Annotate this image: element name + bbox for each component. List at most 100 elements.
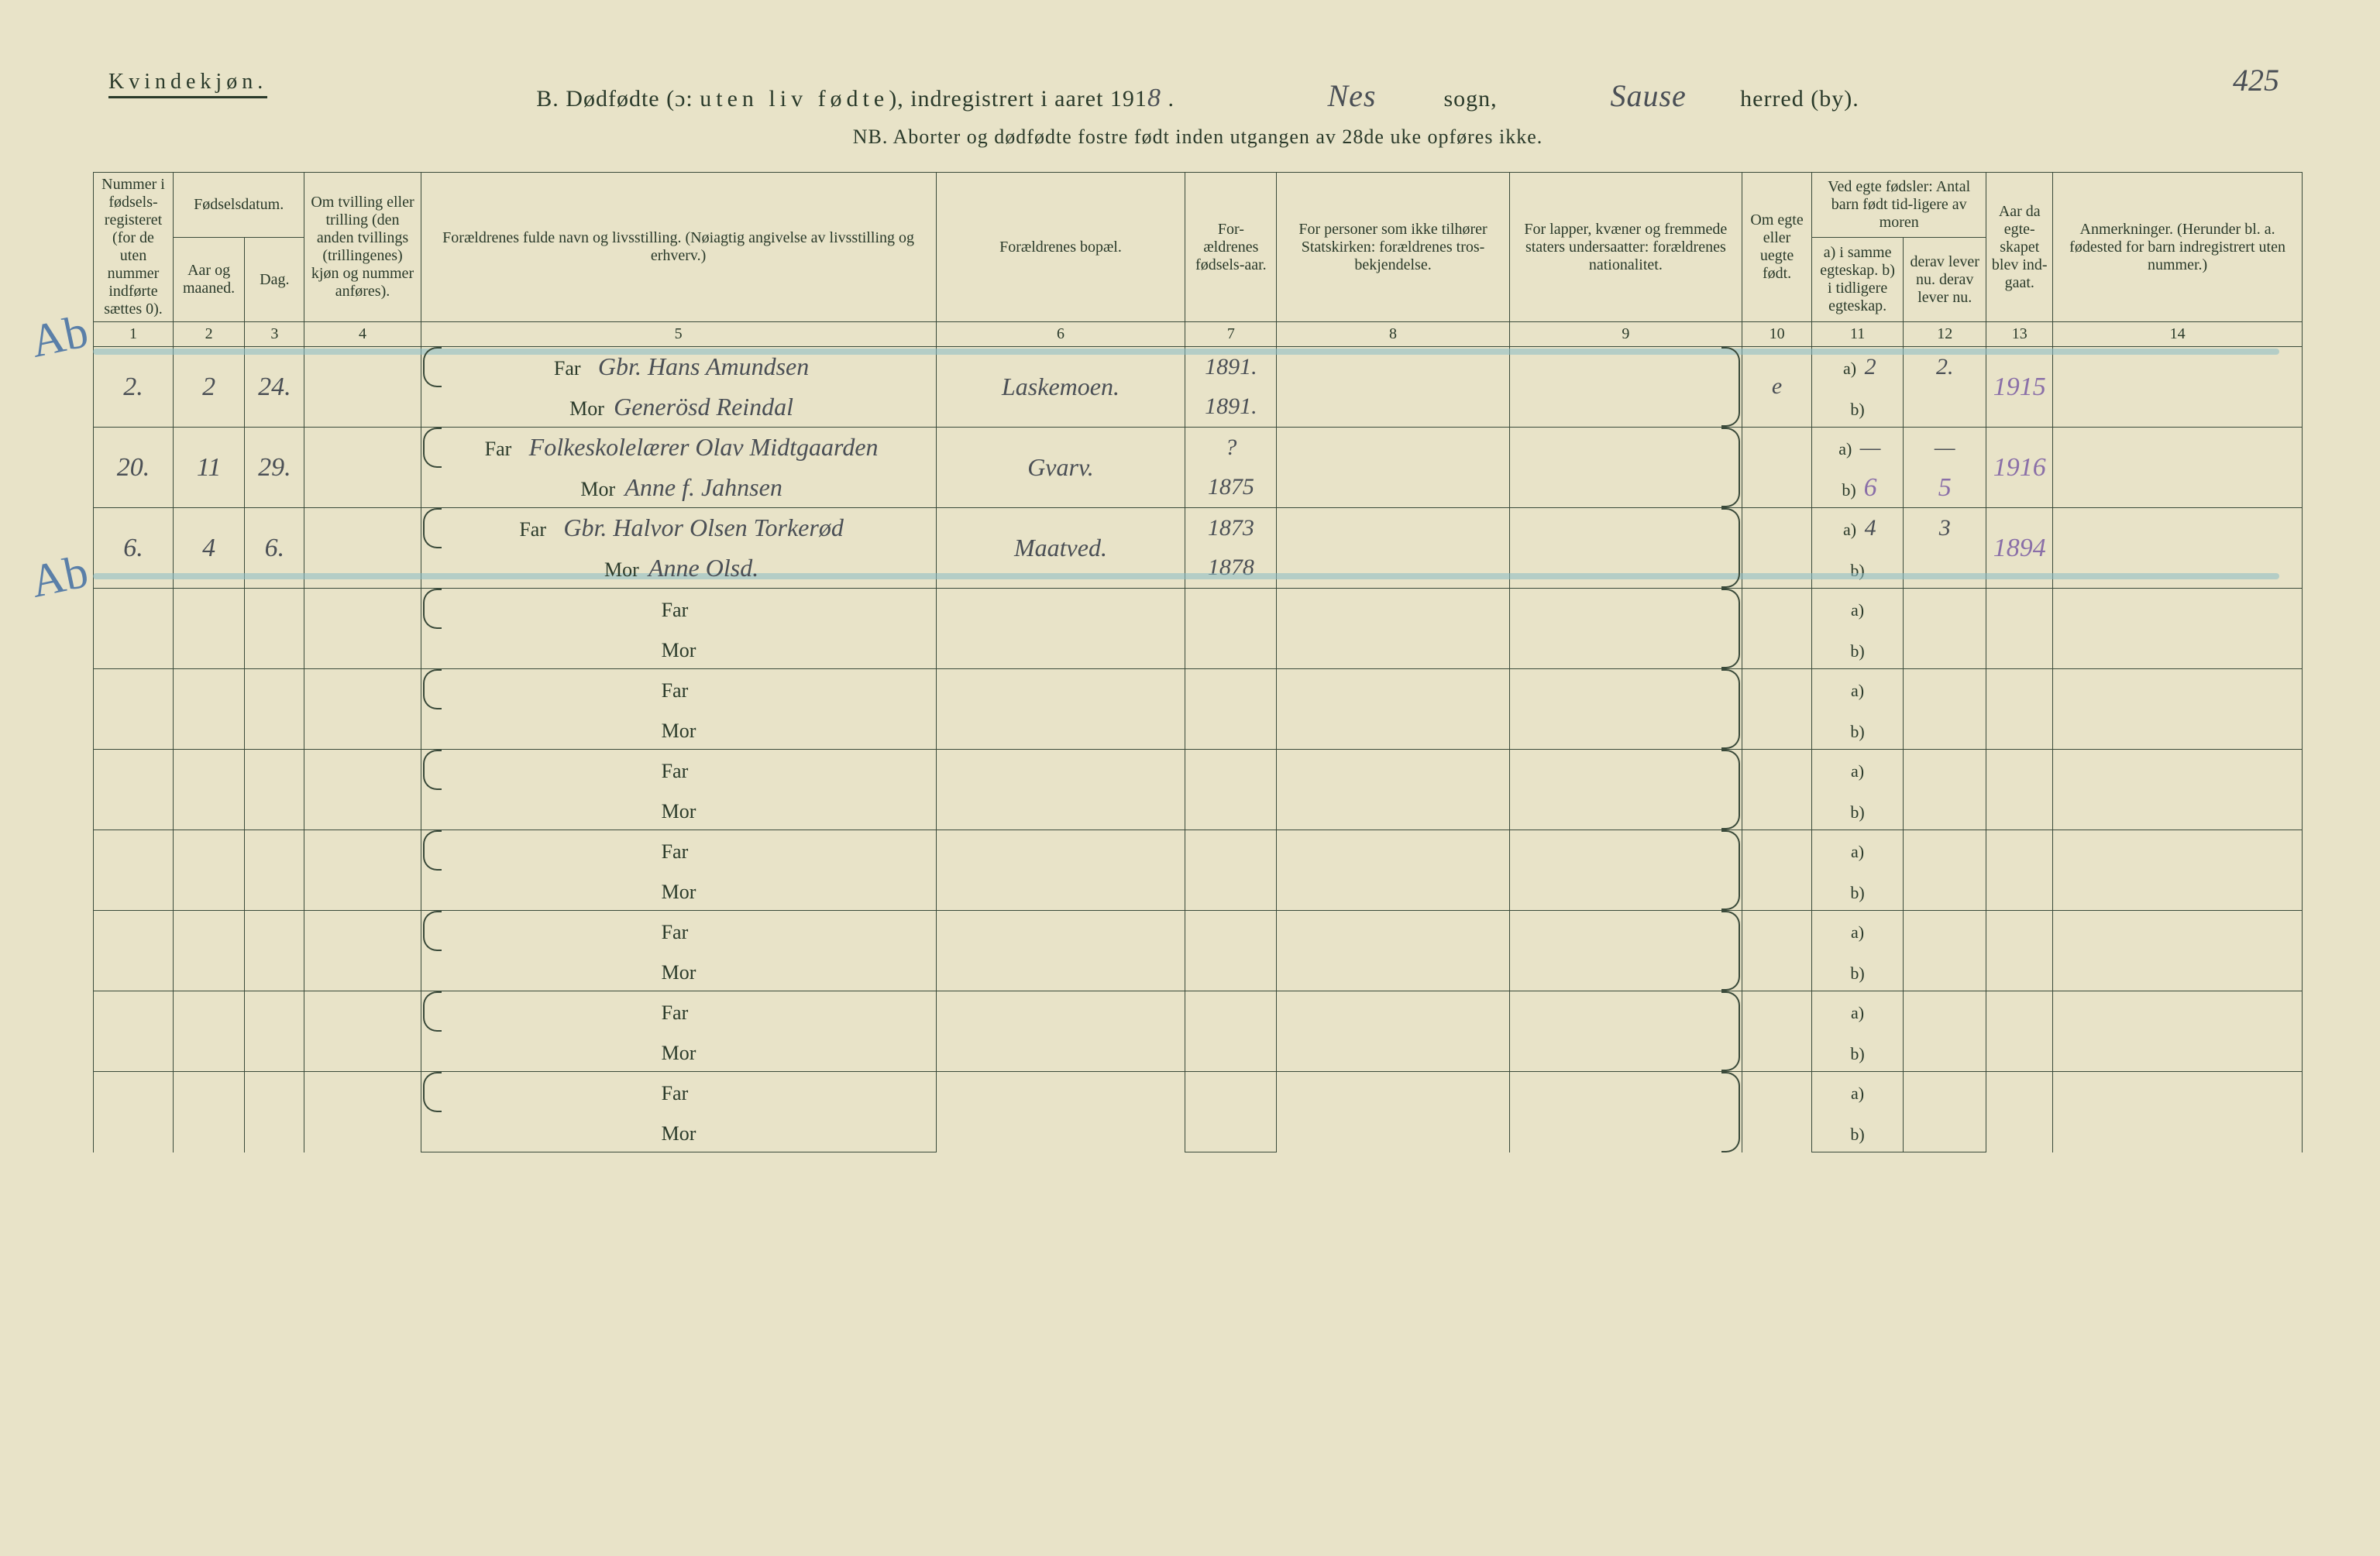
table-row: Mor Anne Olsd.1878b) [94,548,2303,589]
table-row: Far a) [94,589,2303,629]
cell: b) [1812,951,1904,991]
table-row: Mor b) [94,709,2303,750]
cell [1185,871,1277,911]
cell: Mor [421,1112,936,1152]
cell [1185,1072,1277,1112]
cell [936,1072,1185,1152]
col1112-group-head: Ved egte fødsler: Antal barn født tid-li… [1812,173,1986,238]
cell: b) [1812,1032,1904,1072]
cell [94,669,174,750]
column-number: 7 [1185,322,1277,347]
margin-note-1: Ab [26,304,93,369]
cell [1277,830,1509,911]
cell: Gvarv. [936,428,1185,508]
cell [1904,871,1986,911]
cell [1904,1032,1986,1072]
cell [936,991,1185,1072]
cell: Mor [421,1032,936,1072]
cell [1509,428,1742,508]
cell [1904,911,1986,951]
cell [2053,589,2303,669]
cell: b) [1812,1112,1904,1152]
cell [1986,1072,2053,1152]
column-number: 13 [1986,322,2053,347]
cell: a) [1812,830,1904,871]
cell [1185,1112,1277,1152]
cell [173,991,244,1072]
col6-head: Forældrenes bopæl. [936,173,1185,322]
cell: b) [1812,790,1904,830]
cell [1986,830,2053,911]
cell [1185,991,1277,1032]
cell [304,428,421,508]
herred-value: Sause [1563,77,1734,115]
column-number: 6 [936,322,1185,347]
cell [1986,911,2053,991]
cell [1185,1032,1277,1072]
cell [1742,428,1812,508]
cell: — [1904,428,1986,468]
cell [304,669,421,750]
cell: Far [421,750,936,790]
table-row: Far a) [94,991,2303,1032]
cell: 1873 [1185,508,1277,548]
nb-line: NB. Aborter og dødfødte fostre født inde… [93,125,2303,149]
form-title: B. Dødfødte (ɔ: uten liv fødte), indregi… [93,77,2303,115]
cell: a) — [1812,428,1904,468]
column-number: 5 [421,322,936,347]
cell: Far [421,589,936,629]
cell: a) [1812,750,1904,790]
cell [1185,790,1277,830]
table-row: Mor b) [94,1032,2303,1072]
col23-group-head: Fødselsdatum. [173,173,304,238]
column-number: 10 [1742,322,1812,347]
cell [1904,589,1986,629]
cell [304,750,421,830]
table-row: Far a) [94,1072,2303,1112]
cell: b) [1812,387,1904,428]
cell: Far Gbr. Hans Amundsen [421,347,936,387]
cell: Far Folkeskolelærer Olav Midtgaarden [421,428,936,468]
cell [936,750,1185,830]
column-number: 4 [304,322,421,347]
column-number: 1 [94,322,174,347]
cell: Mor Anne Olsd. [421,548,936,589]
cell [94,911,174,991]
cell [94,750,174,830]
cell [1185,830,1277,871]
cell [1742,669,1812,750]
table-body: 2.224.Far Gbr. Hans AmundsenLaskemoen.18… [94,347,2303,1152]
cell [1904,750,1986,790]
cell [1277,669,1509,750]
table-header: Nummer i fødsels-registeret (for de uten… [94,173,2303,347]
cell: Far [421,830,936,871]
cell [1509,1072,1742,1152]
cell [1509,589,1742,669]
column-number: 11 [1812,322,1904,347]
cell: a) [1812,1072,1904,1112]
cell [1904,387,1986,428]
cell: e [1742,347,1812,428]
cell: 2 [173,347,244,428]
cell: 1916 [1986,428,2053,508]
cell [1277,991,1509,1072]
col7-head: For-ældrenes fødsels-aar. [1185,173,1277,322]
table-row: Mor b) [94,871,2303,911]
cell [1904,669,1986,709]
cell [1986,991,2053,1072]
cell [173,750,244,830]
cell [1185,669,1277,709]
cell [1277,589,1509,669]
title-prefix: B. Dødfødte (ɔ: [536,86,700,112]
cell: 2. [94,347,174,428]
cell: Far [421,991,936,1032]
col14-head: Anmerkninger. (Herunder bl. a. fødested … [2053,173,2303,322]
table-row: Mor b) [94,790,2303,830]
cell [1277,347,1509,428]
cell [1509,830,1742,911]
cell [2053,347,2303,428]
cell [1277,1072,1509,1152]
cell: Far [421,911,936,951]
cell: 29. [245,428,304,508]
cell: Far [421,1072,936,1112]
